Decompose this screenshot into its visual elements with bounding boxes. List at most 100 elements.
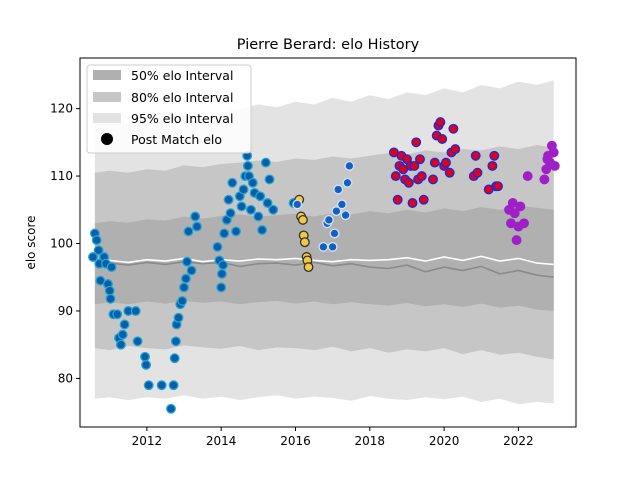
data-point-s3-2 [392,194,403,205]
data-point-s0-58 [245,204,256,215]
data-point-s3-15 [416,171,427,182]
y-tick-label-0: 80 [58,371,73,385]
data-point-s3-33 [487,160,498,171]
legend-box [86,64,252,154]
legend-marker-post-match [101,133,113,145]
data-point-s0-47 [223,194,234,205]
data-point-s1-7 [303,262,314,273]
legend-swatch-95 [93,113,121,123]
data-point-s0-62 [255,191,266,202]
data-point-s3-18 [429,157,440,168]
data-point-s0-64 [260,157,271,168]
y-tick-label-3: 110 [50,169,73,183]
data-point-s3-30 [470,150,481,161]
y-axis-ticks: 80 90 100 110 120 [50,102,80,385]
data-point-s2-3 [323,214,334,225]
data-point-s0-2 [91,235,102,246]
y-tick-label-1: 90 [58,304,73,318]
data-point-s0-16 [117,329,128,340]
data-point-s4-4 [511,235,522,246]
legend: 50% elo Interval 80% elo Interval 95% el… [86,64,252,154]
data-point-s3-25 [444,167,455,178]
data-point-s1-4 [299,237,310,248]
plot-area [88,80,560,414]
data-point-s2-9 [340,210,351,221]
data-point-s0-48 [225,208,236,219]
data-point-s0-22 [141,359,152,370]
data-point-s4-8 [522,171,533,182]
data-point-s0-19 [130,306,141,316]
legend-label-95: 95% elo Interval [131,111,233,126]
data-point-s0-42 [216,282,227,293]
median-elo-line [94,260,554,278]
data-point-s3-28 [450,144,461,155]
data-point-s3-12 [411,137,422,148]
x-tick-label-2: 2016 [280,434,311,448]
data-point-s4-16 [549,160,560,171]
data-point-s0-40 [212,241,223,252]
data-point-s0-56 [242,160,253,171]
data-point-s3-34 [489,150,500,161]
data-point-s1-2 [297,214,308,225]
data-point-s0-11 [106,262,117,273]
y-tick-label-4: 120 [50,102,73,116]
y-axis-label: elo score [24,215,38,269]
x-tick-label-5: 2022 [503,434,534,448]
data-point-s0-32 [177,295,188,306]
data-point-s0-61 [253,211,264,222]
legend-swatch-50 [93,70,121,80]
data-point-s0-38 [190,211,201,222]
data-point-s2-0 [292,199,303,210]
data-point-s3-22 [437,134,448,144]
data-point-s3-27 [448,123,459,134]
x-tick-label-3: 2018 [355,434,386,448]
data-point-s0-27 [169,353,180,364]
data-point-s0-65 [262,198,273,208]
x-tick-label-4: 2020 [429,434,460,448]
x-axis-ticks: 2012 2014 2016 2018 2020 2022 [132,427,534,448]
legend-label-post-match: Post Match elo [131,132,222,147]
data-point-s3-17 [428,174,438,185]
data-point-s3-31 [472,167,483,178]
data-point-s0-35 [182,256,192,267]
data-point-s4-9 [539,174,550,185]
legend-label-80: 80% elo Interval [131,90,233,105]
data-point-s2-8 [336,199,347,210]
band-50-interval [94,205,554,311]
data-point-s0-39 [192,221,202,232]
data-point-s4-15 [548,147,559,158]
data-point-s3-24 [441,157,451,168]
data-point-s0-37 [186,265,197,276]
data-point-s0-24 [156,380,167,391]
axes-frame [79,57,577,428]
data-point-s0-67 [268,204,279,215]
data-point-s0-20 [132,336,143,347]
data-point-s0-10 [105,293,116,304]
data-point-s3-10 [407,198,418,208]
data-point-s2-7 [333,184,344,195]
data-point-s4-3 [509,208,520,219]
legend-label-50: 50% elo Interval [131,68,233,83]
y-tick-label-2: 100 [50,237,73,251]
mean-elo-line [94,255,554,266]
data-point-s2-1 [318,241,329,252]
x-tick-label-0: 2012 [132,434,163,448]
legend-swatch-80 [93,92,121,102]
data-point-s3-21 [435,117,446,128]
data-point-s0-43 [216,268,227,279]
data-point-s0-36 [183,226,194,237]
data-point-s0-66 [264,174,275,185]
chart-title: Pierre Berard: elo History [237,37,420,53]
data-point-s0-3 [93,245,104,256]
data-point-s3-36 [493,181,503,192]
data-point-s0-23 [143,380,154,391]
data-point-s0-59 [247,177,258,188]
data-point-s0-25 [166,403,176,414]
data-point-s4-7 [519,218,529,229]
post-match-points [88,117,560,414]
data-point-s0-50 [231,226,241,237]
data-point-s2-5 [329,228,340,239]
data-point-s0-17 [119,319,130,330]
data-point-s0-0 [88,252,98,262]
